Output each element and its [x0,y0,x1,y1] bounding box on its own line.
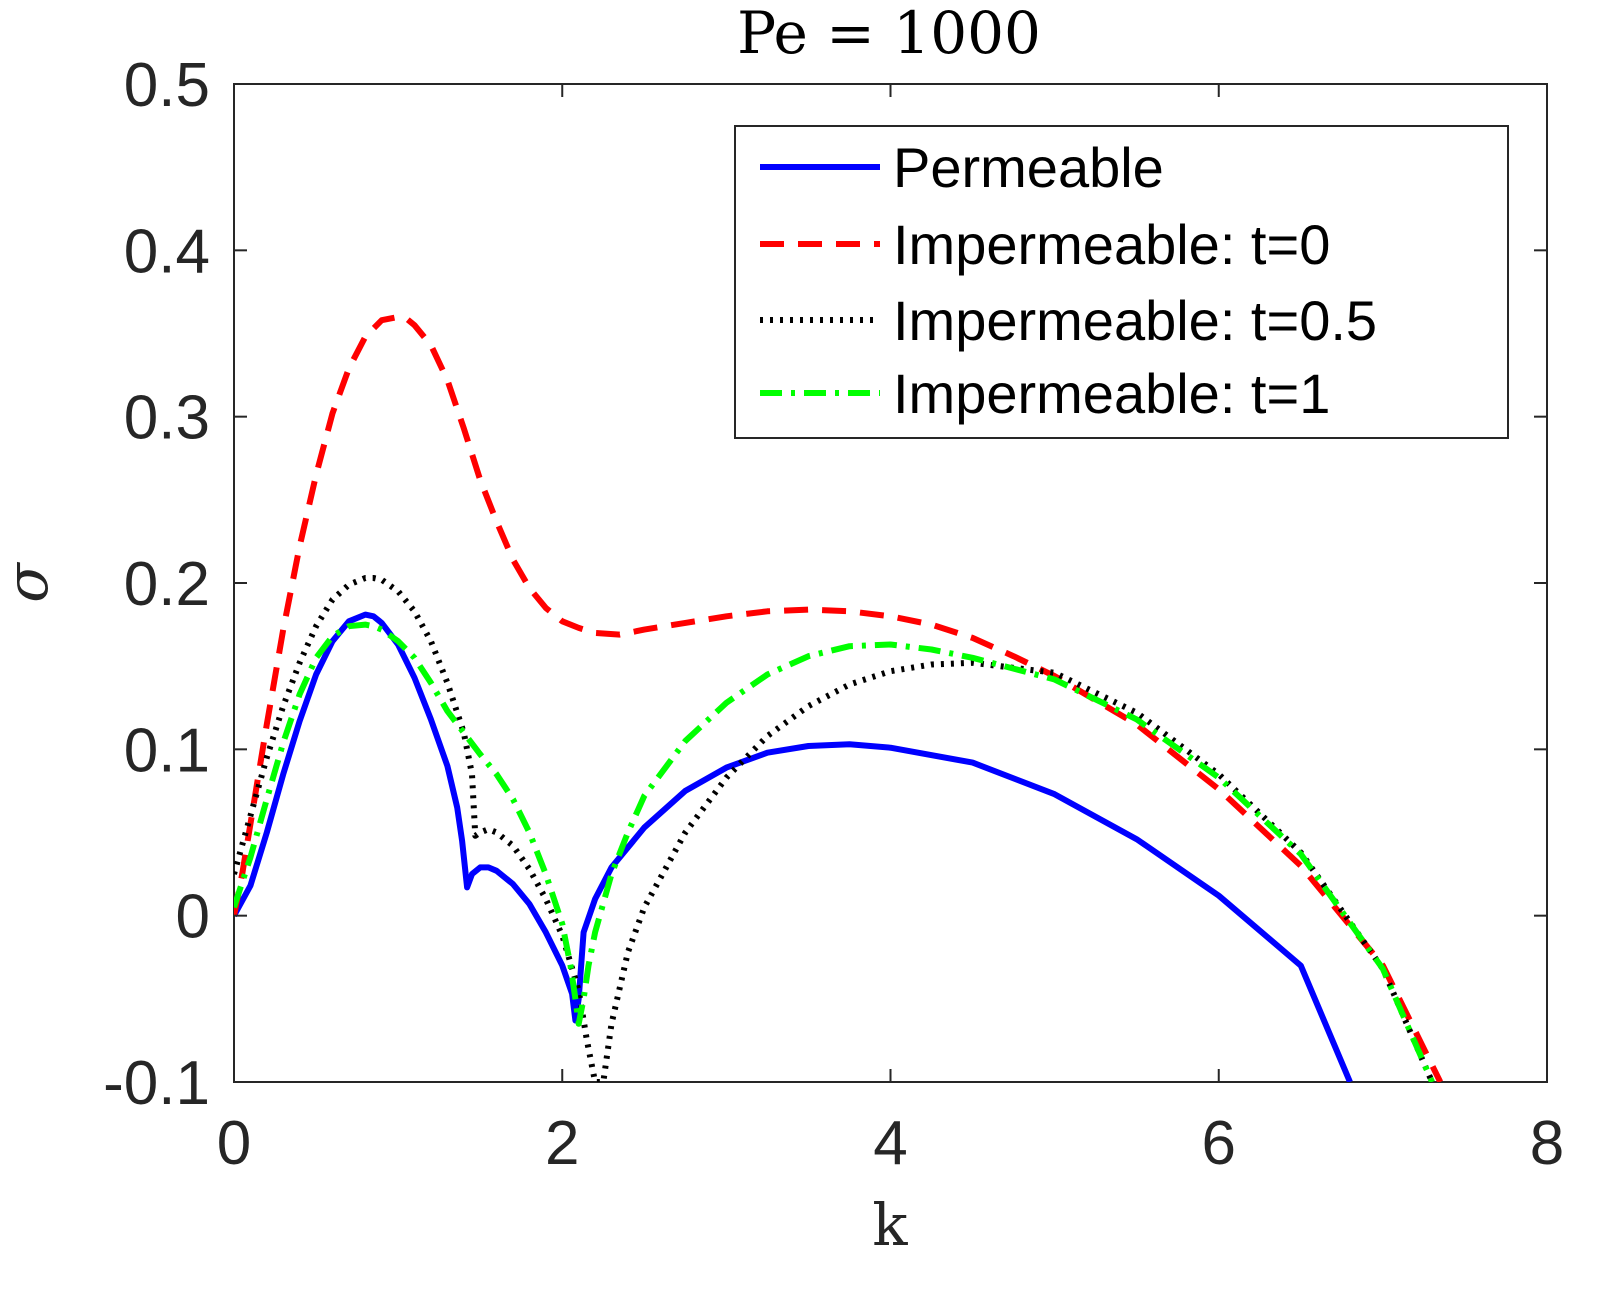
ticks-layer: 0 2 4 6 8-0.100.10.20.30.40.5 [103,51,1564,1178]
legend-label-4: Impermeable: t=1 [893,362,1330,425]
series-line-1 [234,611,1353,1082]
y-tick-label: 0.4 [124,217,210,286]
y-tick-label: 0.1 [124,716,210,785]
x-tick-label: 4 [873,1109,907,1178]
chart-title: Pe = 1000 [737,0,1041,67]
x-tick-label: 0 [217,1109,251,1178]
y-axis-label: σ [0,562,61,603]
y-tick-label: 0.2 [124,550,210,619]
x-tick-label: 8 [1530,1109,1564,1178]
x-axis-label: k [872,1191,908,1259]
legend-items: Permeable Impermeable: t=0 Impermeable: t=… [760,136,1377,425]
x-tick-label: 2 [545,1109,579,1178]
legend-label-3: Impermeable: t=0.5 [893,289,1377,352]
legend: Permeable Impermeable: t=0 Impermeable: t=… [734,125,1509,439]
series-line-4 [234,621,1435,1082]
y-tick-label: 0.5 [124,51,210,120]
y-tick-label: 0 [176,883,210,952]
series-line-3 [234,575,1435,1082]
y-tick-label: -0.1 [103,1049,210,1118]
legend-label-1: Permeable [893,136,1164,199]
legend-box [734,125,1509,439]
series-layer [234,313,1443,1082]
x-tick-label: 6 [1202,1109,1236,1178]
legend-label-2: Impermeable: t=0 [893,213,1330,276]
series-line-2 [234,313,1443,1082]
y-tick-label: 0.3 [124,384,210,453]
